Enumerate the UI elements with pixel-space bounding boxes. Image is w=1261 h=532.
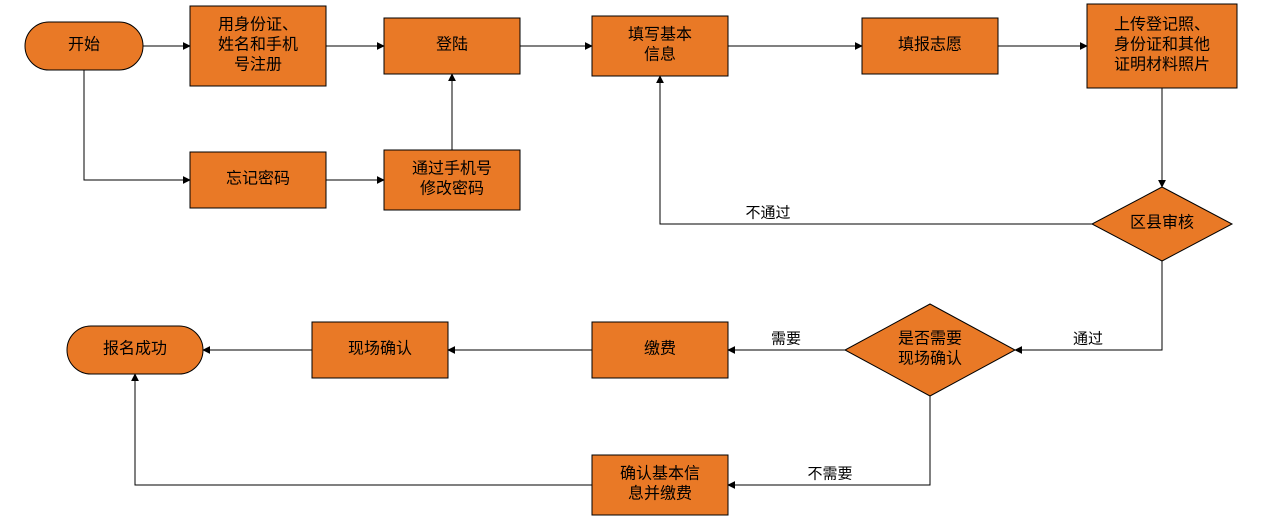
node-pay: 缴费 (592, 322, 728, 378)
node-onsite: 现场确认 (312, 322, 448, 378)
node-success: 报名成功 (67, 326, 203, 374)
node-change_pwd-label-line-1: 修改密码 (420, 180, 484, 198)
node-confirm_pay: 确认基本信息并缴费 (592, 455, 728, 515)
node-fill_basic-label-line-0: 填写基本 (628, 26, 692, 44)
node-start: 开始 (25, 22, 143, 70)
node-register: 用身份证、姓名和手机号注册 (190, 6, 326, 86)
node-fill_basic-label-line-1: 信息 (644, 46, 676, 64)
node-change_pwd: 通过手机号修改密码 (384, 150, 520, 210)
node-login: 登陆 (384, 18, 520, 74)
node-need_confirm-label-line-0: 是否需要 (898, 330, 962, 348)
node-success-label-line-0: 报名成功 (103, 340, 167, 358)
edge-start-to-forgot (84, 70, 190, 180)
node-review: 区县审核 (1092, 187, 1232, 261)
node-upload: 上传登记照、身份证和其他证明材料照片 (1087, 4, 1237, 88)
node-fill_wish-label-line-0: 填报志愿 (898, 36, 962, 54)
edge-label-need_confirm-to-confirm_pay: 不需要 (807, 465, 852, 482)
node-onsite-label-line-0: 现场确认 (348, 340, 412, 358)
node-register-label-line-0: 用身份证、 (218, 16, 298, 34)
node-upload-label-line-1: 身份证和其他 (1114, 36, 1210, 54)
node-forgot-label-line-0: 忘记密码 (226, 170, 290, 188)
node-need_confirm-label-line-1: 现场确认 (898, 350, 962, 368)
node-review-label-line-0: 区县审核 (1130, 214, 1194, 232)
flowchart-canvas: 不通过通过 需要不需要 开始 用身份证、姓名和手机号注册 登陆 填写基本信息 填报志愿 上传登… (0, 0, 1261, 532)
node-register-label-line-1: 姓名和手机 (218, 36, 298, 54)
node-fill_basic: 填写基本信息 (592, 16, 728, 76)
node-fill_wish: 填报志愿 (862, 18, 998, 74)
node-confirm_pay-label-line-1: 息并缴费 (628, 485, 692, 503)
edge-confirm_pay-to-success (135, 374, 592, 485)
edge-label-review-to-need_confirm: 通过 (1073, 330, 1103, 347)
node-need_confirm: 是否需要现场确认 (845, 304, 1015, 396)
node-start-label-line-0: 开始 (68, 36, 100, 54)
node-register-label-line-2: 号注册 (234, 56, 282, 74)
node-upload-label-line-2: 证明材料照片 (1114, 56, 1210, 74)
edge-label-review-to-fill_basic: 不通过 (745, 204, 790, 221)
node-confirm_pay-label-line-0: 确认基本信 (620, 465, 700, 483)
node-change_pwd-label-line-0: 通过手机号 (412, 160, 492, 178)
nodes-layer: 开始 用身份证、姓名和手机号注册 登陆 填写基本信息 填报志愿 上传登记照、身份证和其他证… (25, 4, 1237, 515)
edge-label-need_confirm-to-pay: 需要 (771, 330, 801, 347)
edges-layer: 不通过通过 需要不需要 (84, 46, 1162, 485)
node-forgot: 忘记密码 (190, 152, 326, 208)
node-pay-label-line-0: 缴费 (644, 340, 676, 358)
node-upload-label-line-0: 上传登记照、 (1114, 16, 1210, 34)
node-login-label-line-0: 登陆 (436, 36, 468, 54)
edge-review-to-fill_basic (660, 76, 1092, 224)
